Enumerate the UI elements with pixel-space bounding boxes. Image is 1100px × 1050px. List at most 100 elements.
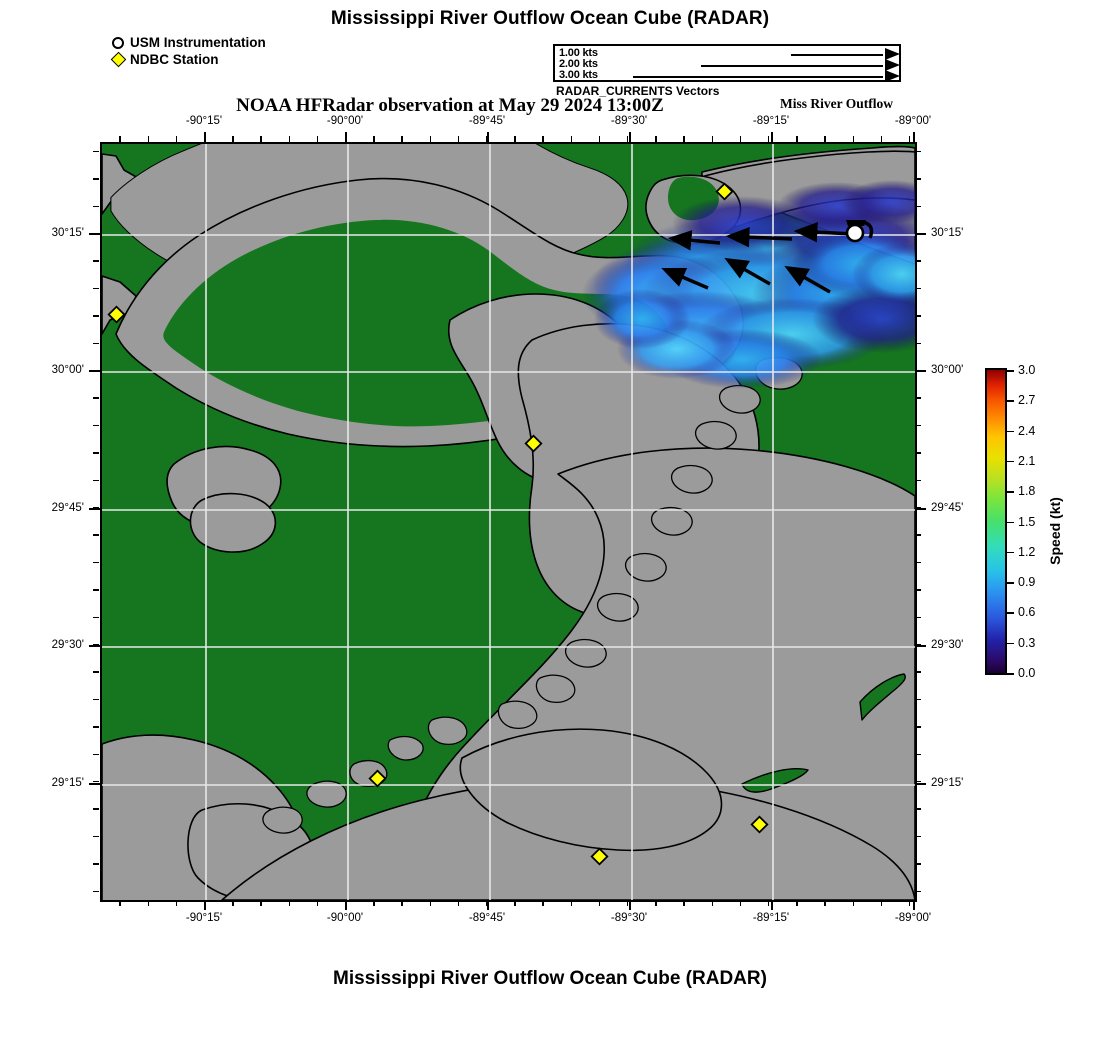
dataset-name-label: Miss River Outflow: [780, 96, 893, 111]
axis-label-x-bottom: -89°30': [610, 912, 648, 924]
axis-tick-major-bottom: [345, 900, 347, 910]
axis-tick-minor-right: [915, 781, 921, 783]
axis-tick-major-bottom: [771, 900, 773, 910]
vector-scale-row-2: 2.00 kts: [555, 58, 900, 71]
usm-instrument-layer[interactable]: [845, 220, 874, 243]
axis-tick-minor-left: [93, 507, 99, 509]
axis-tick-minor-right: [915, 671, 921, 673]
colorbar-tick: [1007, 673, 1014, 675]
map-canvas[interactable]: [102, 144, 915, 900]
land-delta-lobe-north: [459, 728, 723, 852]
axis-tick-minor-left: [93, 534, 99, 536]
axis-tick-minor-right: [915, 753, 921, 755]
landmass-layer: [102, 144, 915, 900]
axis-tick-major-top: [204, 132, 206, 142]
axis-tick-minor-top: [373, 136, 375, 142]
axis-label-y-right: 29°30': [931, 639, 964, 651]
axis-tick-minor-bottom: [260, 900, 262, 906]
axis-tick-major-bottom: [204, 900, 206, 910]
axis-tick-minor-right: [915, 863, 921, 865]
ndbc-station-marker: [524, 434, 543, 453]
axis-tick-minor-right: [915, 534, 921, 536]
axis-tick-minor-bottom: [627, 900, 629, 906]
axis-tick-major-right: [915, 233, 926, 235]
colorbar-tick-label: 2.7: [1018, 393, 1036, 408]
axis-tick-minor-left: [93, 260, 99, 262]
axis-tick-minor-left: [93, 808, 99, 810]
axis-tick-major-bottom: [487, 900, 489, 910]
axis-tick-minor-right: [915, 561, 921, 564]
axis-label-x-top: -89°45': [468, 115, 506, 127]
axis-tick-minor-bottom: [852, 900, 854, 906]
page-title: Mississippi River Outflow Ocean Cube (RA…: [330, 8, 770, 29]
axis-tick-minor-left: [93, 698, 99, 701]
vector-scale-row-3: 3.00 kts: [555, 69, 900, 82]
axis-tick-minor-top: [824, 136, 826, 142]
current-vector-arrow: [667, 230, 721, 251]
axis-tick-minor-bottom: [316, 900, 319, 906]
axis-tick-minor-left: [93, 781, 99, 783]
axis-tick-minor-right: [915, 424, 921, 427]
colorbar-tick-label: 0.9: [1018, 575, 1036, 590]
axis-label-x-bottom: -89°15': [752, 912, 790, 924]
diamond-marker-icon: [110, 51, 126, 68]
gridline-layer: [102, 144, 915, 900]
axis-tick-minor-top: [909, 136, 911, 142]
axis-tick-minor-right: [915, 589, 921, 591]
axis-label-y-right: 30°15': [931, 227, 964, 239]
axis-tick-minor-bottom: [796, 900, 798, 906]
axis-tick-minor-bottom: [739, 900, 742, 906]
axis-tick-minor-top: [598, 136, 601, 142]
axis-tick-minor-top: [542, 136, 544, 142]
axis-label-x-top: -89°30': [610, 115, 648, 127]
marker-legend: USM Instrumentation NDBC Station: [110, 34, 266, 68]
axis-tick-minor-top: [175, 136, 178, 142]
axis-tick-minor-left: [93, 479, 99, 481]
axis-tick-minor-bottom: [401, 900, 403, 906]
axis-tick-minor-bottom: [457, 900, 460, 906]
axis-tick-minor-top: [401, 136, 403, 142]
axis-tick-minor-right: [915, 178, 921, 180]
axis-label-x-bottom: -90°15': [185, 912, 223, 924]
usm-instrument-marker: [845, 223, 865, 243]
colorbar-tick: [1007, 582, 1014, 584]
map-plot-area[interactable]: [100, 142, 917, 902]
axis-tick-minor-bottom: [429, 900, 431, 906]
axis-tick-major-right: [915, 370, 926, 372]
axis-tick-minor-right: [915, 726, 921, 728]
current-vector-arrow: [784, 265, 831, 294]
axis-tick-minor-bottom: [768, 900, 770, 906]
axis-tick-minor-bottom: [570, 900, 572, 906]
axis-tick-minor-left: [93, 589, 99, 591]
colorbar-tick-label: 0.0: [1018, 666, 1036, 680]
colorbar-gradient: [985, 368, 1007, 675]
axis-tick-minor-bottom: [119, 900, 121, 906]
axis-tick-minor-top: [232, 136, 234, 142]
axis-tick-minor-top: [514, 136, 516, 142]
legend-item-usm: USM Instrumentation: [110, 34, 266, 51]
colorbar-tick-label: 2.1: [1018, 453, 1036, 468]
current-vector-arrow: [661, 267, 709, 290]
axis-label-x-top: -89°00': [894, 115, 932, 127]
axis-tick-minor-top: [457, 136, 460, 142]
vector-legend-caption: RADAR_CURRENTS Vectors: [556, 84, 720, 98]
ndbc-station-marker: [107, 305, 126, 324]
colorbar-tick-label: 1.5: [1018, 514, 1036, 529]
axis-tick-minor-bottom: [655, 900, 657, 906]
axis-label-x-bottom: -90°00': [326, 912, 364, 924]
axis-tick-minor-top: [316, 136, 319, 142]
axis-tick-minor-bottom: [147, 900, 149, 906]
axis-tick-minor-right: [915, 644, 921, 646]
axis-tick-minor-left: [93, 178, 99, 180]
colorbar-tick: [1007, 460, 1014, 463]
vector-arrowhead-icon: [885, 48, 900, 60]
ndbc-station-layer[interactable]: [107, 182, 769, 866]
axis-tick-minor-right: [915, 835, 921, 838]
axis-label-y-right: 30°00': [931, 364, 964, 376]
axis-tick-major-top: [487, 132, 489, 142]
colorbar-tick: [1007, 430, 1014, 433]
axis-tick-major-top: [345, 132, 347, 142]
vector-scale-row-1: 1.00 kts: [555, 47, 900, 60]
axis-tick-major-top: [913, 132, 915, 142]
current-vector-arrow: [724, 257, 771, 286]
